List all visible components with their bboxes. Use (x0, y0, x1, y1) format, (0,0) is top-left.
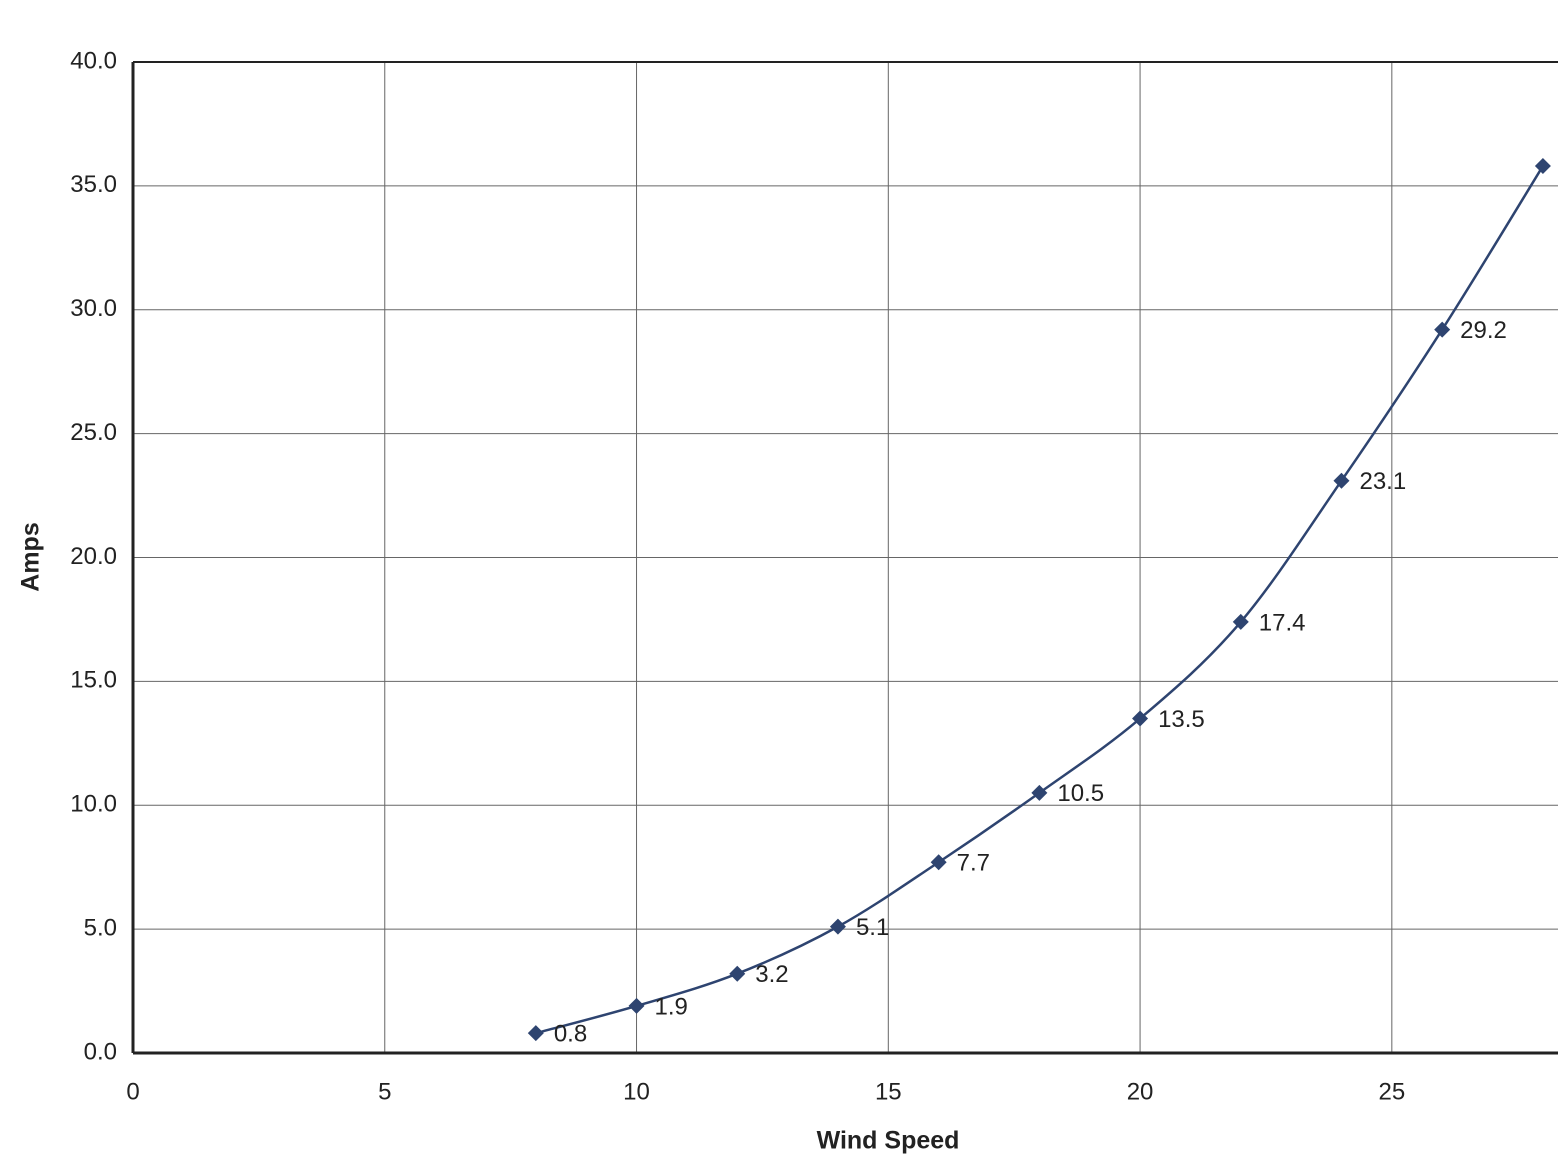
data-point (930, 854, 947, 871)
data-label: 3.2 (755, 961, 788, 988)
data-point (729, 965, 746, 982)
y-tick-label: 0.0 (84, 1038, 117, 1065)
x-axis-title: Wind Speed (817, 1127, 960, 1155)
y-tick-label: 15.0 (70, 667, 117, 694)
y-tick-label: 10.0 (70, 791, 117, 818)
data-point (1232, 613, 1249, 630)
data-label: 10.5 (1057, 780, 1104, 807)
data-label: 7.7 (957, 850, 990, 877)
data-label: 29.2 (1460, 317, 1507, 344)
x-tick-label: 10 (623, 1078, 650, 1105)
data-point (1132, 710, 1149, 727)
y-tick-label: 20.0 (70, 543, 117, 570)
data-line (535, 165, 1544, 1035)
data-point (527, 1025, 544, 1042)
data-label: 1.9 (655, 993, 688, 1020)
x-tick-label: 15 (875, 1078, 902, 1105)
data-label: 0.8 (554, 1021, 587, 1048)
data-point (1333, 472, 1350, 489)
data-label: 17.4 (1259, 609, 1306, 636)
x-tick-label: 5 (378, 1078, 391, 1105)
y-tick-label: 25.0 (70, 419, 117, 446)
x-tick-label: 0 (126, 1078, 139, 1105)
data-label: 23.1 (1359, 468, 1406, 495)
data-point (1434, 321, 1451, 338)
data-point (1031, 784, 1048, 801)
data-point (1534, 158, 1551, 175)
y-axis-title: Amps (17, 522, 45, 591)
data-label: 5.1 (856, 914, 889, 941)
y-tick-label: 30.0 (70, 295, 117, 322)
x-tick-label: 25 (1378, 1078, 1405, 1105)
data-label: 13.5 (1158, 706, 1205, 733)
data-point (829, 918, 846, 935)
data-point (628, 997, 645, 1014)
y-tick-label: 35.0 (70, 171, 117, 198)
y-tick-label: 5.0 (84, 914, 117, 941)
x-tick-label: 20 (1127, 1078, 1154, 1105)
y-tick-label: 40.0 (70, 47, 117, 74)
